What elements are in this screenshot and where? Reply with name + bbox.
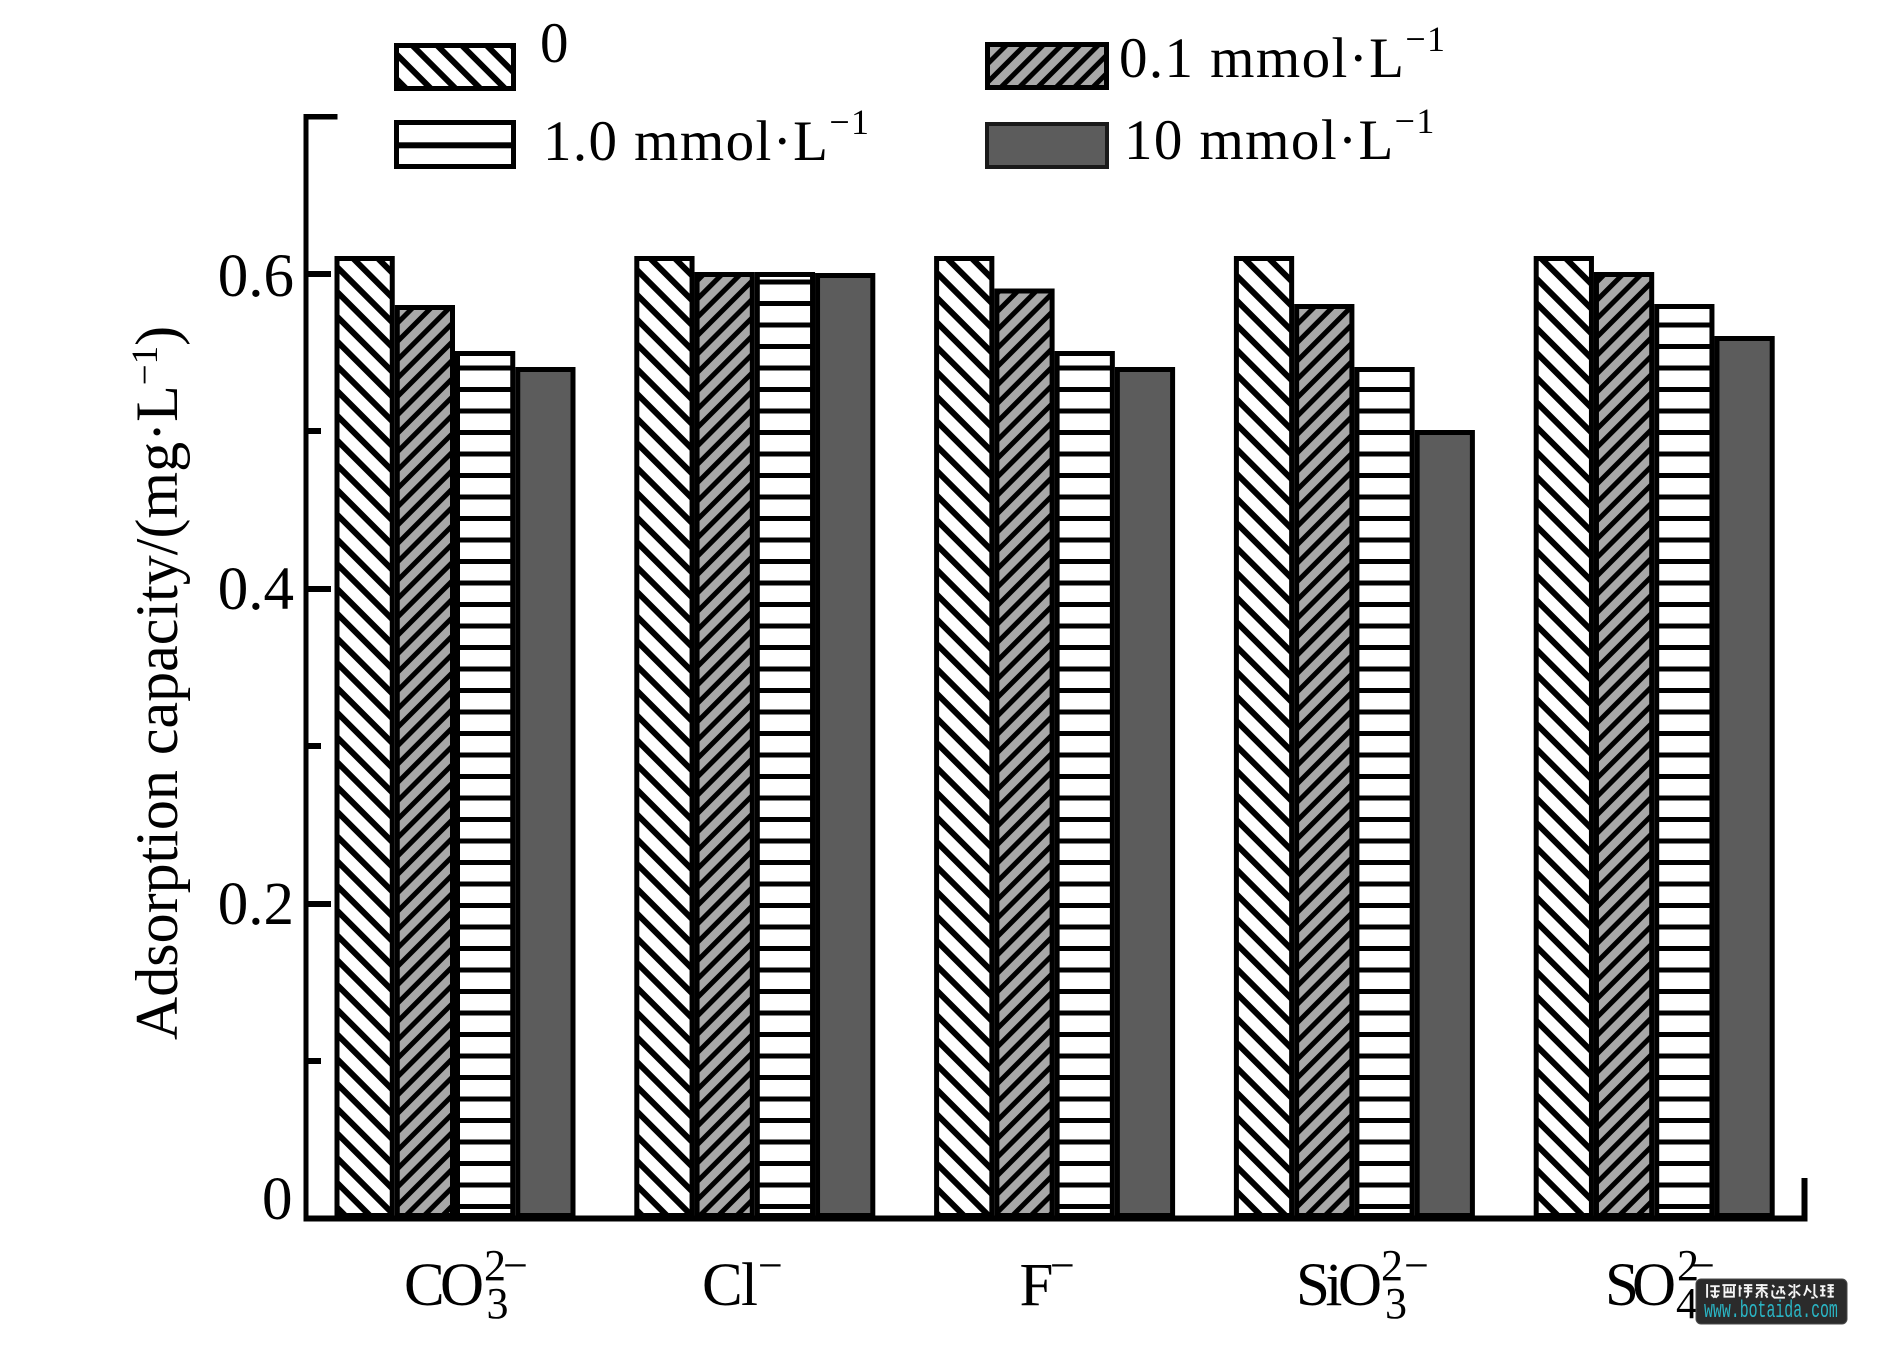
svg-text:www.botaida.com: www.botaida.com xyxy=(1704,1297,1838,1325)
svg-text:3: 3 xyxy=(487,1279,509,1328)
svg-text:Adsorption capacity/(mg·L−1): Adsorption capacity/(mg·L−1) xyxy=(124,326,190,1040)
svg-text:0.6: 0.6 xyxy=(218,243,294,310)
svg-text:0: 0 xyxy=(540,12,569,75)
svg-text:−: − xyxy=(758,1241,783,1290)
svg-text:F: F xyxy=(1020,1252,1054,1319)
svg-text:SO: SO xyxy=(1605,1252,1676,1319)
svg-text:2−: 2− xyxy=(1381,1241,1429,1290)
svg-text:0: 0 xyxy=(262,1166,293,1233)
svg-text:2−: 2− xyxy=(484,1241,528,1290)
svg-text:0.4: 0.4 xyxy=(218,556,294,623)
svg-text:10 mmol·L−1: 10 mmol·L−1 xyxy=(1124,101,1436,172)
svg-text:3: 3 xyxy=(1385,1279,1407,1328)
svg-text:Cl: Cl xyxy=(702,1252,758,1319)
svg-text:0.1 mmol·L−1: 0.1 mmol·L−1 xyxy=(1119,19,1446,90)
svg-text:−: − xyxy=(1050,1241,1075,1290)
svg-text:SiO: SiO xyxy=(1296,1252,1382,1319)
svg-text:0.2: 0.2 xyxy=(218,871,294,938)
svg-text:CO: CO xyxy=(404,1252,484,1319)
svg-text:1.0 mmol·L−1: 1.0 mmol·L−1 xyxy=(543,102,870,173)
svg-text:4: 4 xyxy=(1676,1279,1698,1328)
